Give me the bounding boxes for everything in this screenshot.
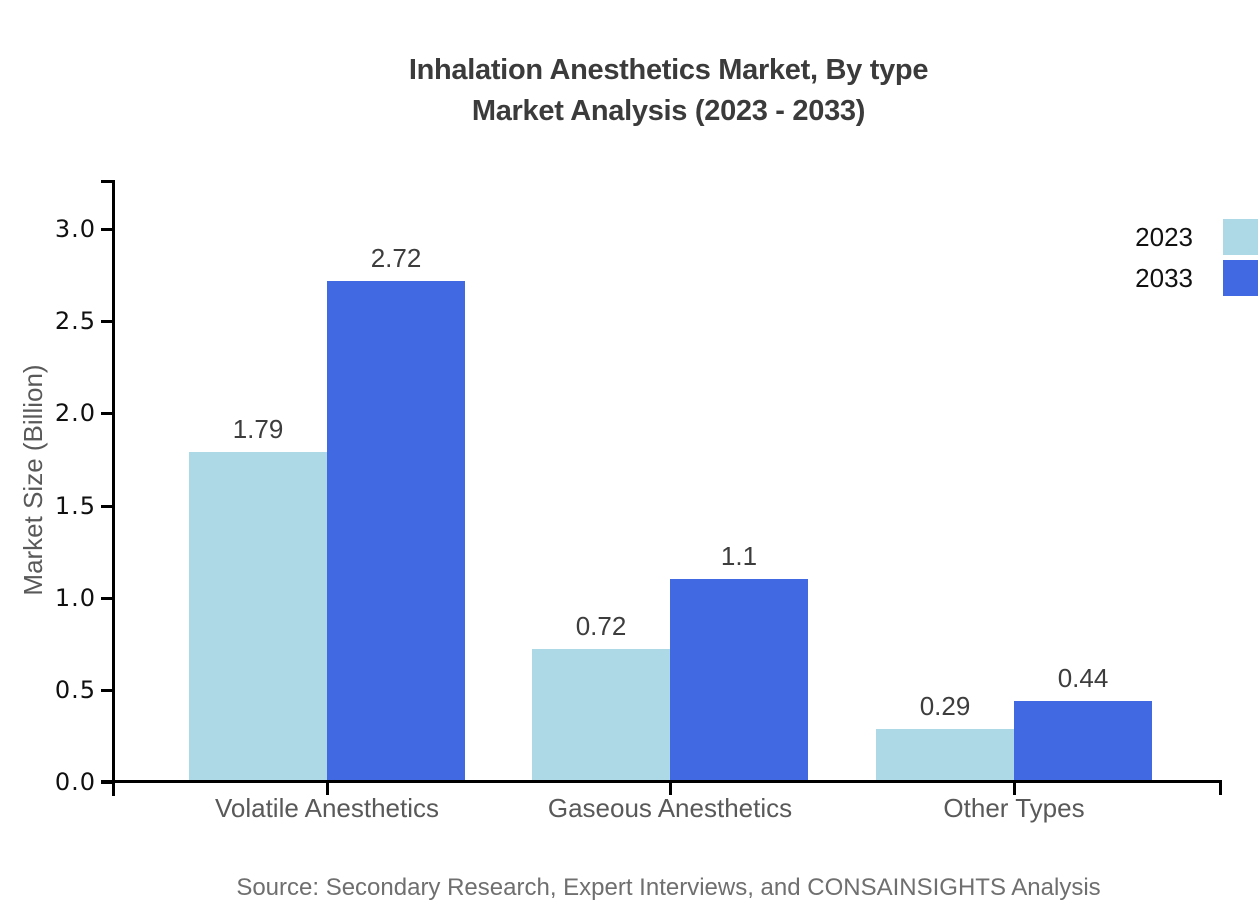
legend-label-2033: 2033 [1135, 262, 1193, 293]
y-tick-mark [101, 597, 112, 600]
bar-2033-2 [1014, 701, 1152, 782]
bar-value-label: 2.72 [370, 243, 422, 273]
chart-title-line2: Market Analysis (2023 - 2033) [471, 95, 866, 127]
y-tick-mark [101, 781, 112, 784]
y-tick-label: 2.5 [54, 307, 96, 335]
y-axis-end-cap [101, 180, 113, 183]
y-tick-mark [101, 228, 112, 231]
y-tick-label: 0.0 [54, 768, 96, 796]
legend-swatch-2033 [1223, 260, 1258, 296]
y-tick-label: 1.5 [54, 492, 96, 520]
y-tick-label: 1.0 [54, 584, 96, 612]
y-tick-mark [101, 505, 112, 508]
bar-value-label: 1.79 [232, 414, 284, 444]
legend-item-2023: 2023 [1135, 219, 1258, 255]
bar-value-label: 1.1 [720, 541, 758, 571]
bar-2023-0 [189, 452, 327, 782]
bar-2023-2 [876, 729, 1014, 782]
legend-swatch-2023 [1223, 219, 1258, 255]
y-tick-label: 2.0 [54, 399, 96, 427]
x-axis-end-cap [1219, 780, 1222, 795]
x-tick-label: Gaseous Anesthetics [547, 793, 793, 823]
y-tick-label: 0.5 [54, 676, 96, 704]
y-tick-mark [101, 689, 112, 692]
x-tick-mark [669, 783, 672, 795]
bar-2033-1 [670, 579, 808, 782]
chart-title-line1: Inhalation Anesthetics Market, By type [408, 54, 929, 86]
y-tick-mark [101, 320, 112, 323]
legend-item-2033: 2033 [1135, 260, 1258, 296]
x-tick-label: Other Types [943, 793, 1085, 823]
legend: 2023 2033 [1135, 219, 1258, 296]
chart-title: Inhalation Anesthetics Market, By type M… [115, 50, 1222, 132]
bar-2033-0 [327, 281, 465, 782]
bar-value-label: 0.29 [919, 691, 971, 721]
y-axis-line [112, 180, 115, 796]
y-tick-label: 3.0 [54, 215, 96, 243]
bar-value-label: 0.72 [575, 611, 627, 641]
bar-2023-1 [532, 649, 670, 782]
x-tick-mark [326, 783, 329, 795]
x-tick-mark [1013, 783, 1016, 795]
y-tick-mark [101, 412, 112, 415]
x-axis-line [101, 780, 1222, 783]
bar-value-label: 0.44 [1057, 663, 1109, 693]
x-tick-label: Volatile Anesthetics [214, 793, 440, 823]
source-note: Source: Secondary Research, Expert Inter… [236, 874, 1101, 901]
legend-label-2023: 2023 [1135, 221, 1193, 252]
